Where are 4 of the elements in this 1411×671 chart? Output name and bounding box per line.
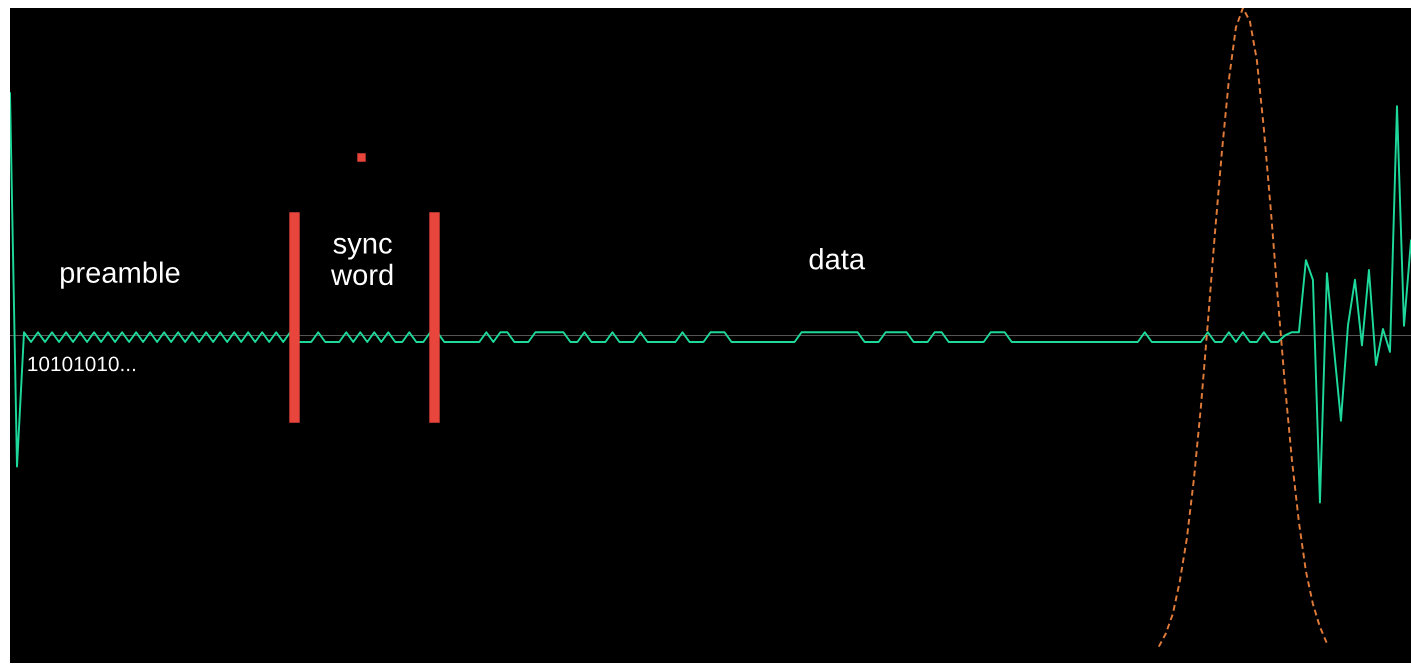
annotation: data — [809, 248, 866, 270]
annotation: 10101010... — [28, 356, 135, 372]
annotation: preamble — [61, 261, 180, 289]
annotation: sync word — [330, 237, 393, 286]
